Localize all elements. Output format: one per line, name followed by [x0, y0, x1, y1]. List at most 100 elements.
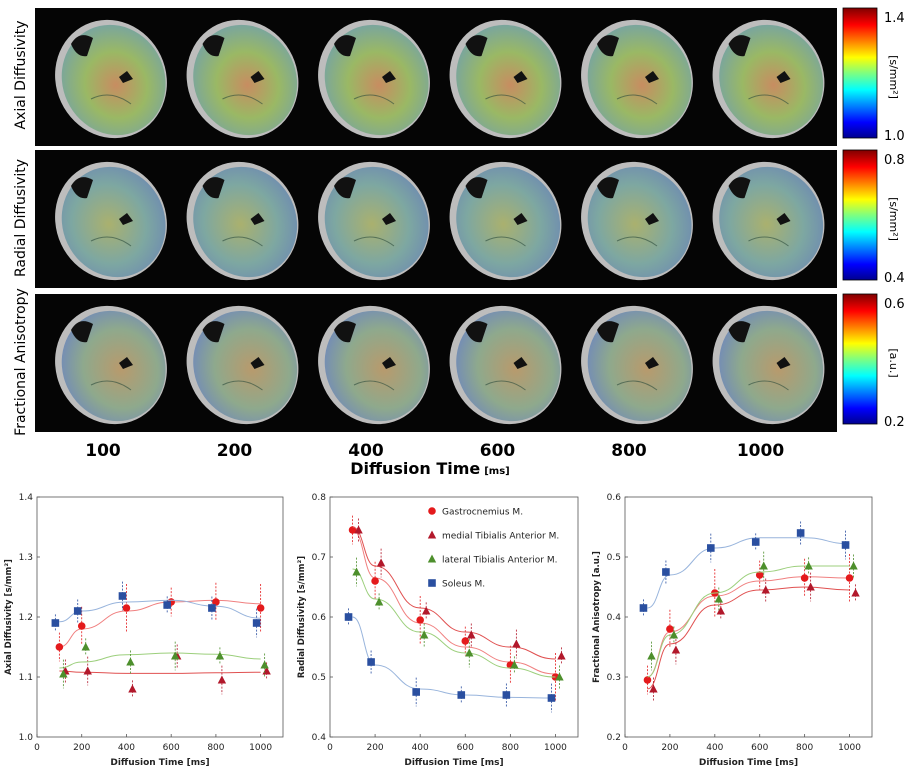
x-tick-label: 200: [661, 743, 678, 753]
x-tick-label: 600: [751, 743, 768, 753]
data-point: [647, 651, 656, 660]
y-tick-label: 1.1: [19, 673, 33, 683]
legend-marker: [428, 507, 436, 515]
legend: Gastrocnemius M. medial Tibialis Anterior…: [427, 507, 559, 590]
data-point: [73, 607, 82, 615]
data-point: [55, 643, 64, 651]
series-2: [647, 572, 860, 701]
legend-entry: medial Tibialis Anterior M.: [442, 532, 559, 542]
legend-entry: lateral Tibialis Anterior M.: [442, 556, 557, 566]
row-label-fa: Fractional Anisotropy: [13, 288, 29, 436]
data-point: [128, 684, 137, 693]
data-point: [376, 558, 386, 567]
leg-cross-section-fa-2: [186, 305, 299, 425]
row-label-axial: Axial Diffusivity: [13, 21, 29, 130]
fit-curve: [59, 670, 261, 674]
time-label: 1000: [737, 441, 784, 461]
data-point: [419, 630, 429, 639]
data-point: [804, 561, 813, 570]
y-tick-label: 0.5: [312, 673, 326, 683]
data-point: [212, 598, 220, 606]
y-tick-label: 1.0: [19, 733, 34, 743]
data-point: [662, 568, 670, 576]
data-point: [81, 642, 90, 651]
colorbar-unit-label: [a.u.]: [887, 348, 900, 377]
colorbar-radial: [842, 149, 878, 281]
data-point: [751, 538, 760, 546]
colorbar-unit-label: [s/mm²]: [887, 55, 900, 99]
y-tick-label: 1.3: [19, 553, 33, 563]
data-point: [412, 688, 420, 696]
data-point: [217, 675, 227, 684]
leg-cross-section-fa-1: [55, 305, 167, 425]
y-tick-label: 0.3: [607, 673, 621, 683]
y-tick-label: 0.8: [312, 493, 327, 503]
fit-curve: [647, 586, 850, 690]
data-point: [122, 604, 131, 612]
x-tick-label: 800: [207, 743, 224, 753]
data-point: [467, 630, 476, 639]
y-tick-label: 0.7: [312, 553, 326, 563]
y-tick-label: 0.2: [607, 733, 621, 743]
leg-cross-section-fa-6: [712, 305, 825, 425]
x-tick-label: 400: [706, 743, 723, 753]
data-point: [252, 619, 261, 627]
leg-cross-section-radial-2: [186, 161, 299, 281]
x-tick-label: 1000: [838, 743, 861, 753]
colorbar-group: 1.4 1.0 [s/mm²] 0.8 0.4 [s/mm²] 0.6 0.2 [a.u.]: [842, 7, 905, 430]
plot-area: [624, 496, 873, 738]
y-tick-label: 1.4: [19, 493, 34, 503]
y-tick-label: 0.4: [312, 733, 327, 743]
x-axis-label: Diffusion Time [ms]: [699, 758, 798, 768]
time-label: 800: [611, 441, 647, 461]
data-point: [465, 648, 474, 657]
x-tick-label: 0: [327, 743, 333, 753]
y-tick-label: 0.6: [607, 493, 622, 503]
data-point: [851, 588, 860, 597]
data-point: [639, 604, 648, 612]
series-3: [647, 551, 858, 678]
time-label-row: 100 200 400 600 800 1000: [85, 441, 784, 461]
data-point: [512, 639, 521, 648]
data-point: [59, 669, 68, 678]
data-point: [502, 691, 511, 699]
colorbar-min-label: 1.0: [884, 129, 905, 144]
y-axis-label: Fractional Anisotropy [a.u.]: [592, 551, 602, 683]
leg-cross-section-fa-3: [318, 305, 430, 425]
chart-panel-2: 0.4 0.5 0.6 0.7 0.8 0 200 400 600 800 1000 Diffusio…: [297, 493, 579, 768]
leg-cross-section-radial-1: [55, 161, 167, 281]
data-point: [344, 613, 353, 621]
fit-curve: [59, 599, 261, 648]
legend-marker: [427, 554, 437, 563]
leg-cross-section-radial-3: [318, 161, 430, 281]
colorbar-fa: [842, 293, 878, 425]
top-xlabel: Diffusion Time [ms]: [350, 459, 510, 478]
data-point: [260, 660, 269, 669]
y-tick-label: 1.2: [19, 613, 33, 623]
data-point: [126, 657, 135, 666]
leg-cross-section-axial-4: [449, 19, 562, 139]
series-4: [51, 581, 261, 638]
data-point: [669, 630, 679, 639]
data-point: [352, 567, 361, 576]
colorbar-min-label: 0.4: [884, 271, 905, 286]
leg-cross-section-axial-3: [318, 19, 430, 139]
legend-entry: Gastrocnemius M.: [442, 508, 523, 518]
time-label: 200: [217, 441, 253, 461]
x-tick-label: 600: [163, 743, 180, 753]
data-point: [354, 525, 363, 534]
top-xlabel-unit: [ms]: [484, 466, 510, 477]
data-point: [367, 658, 375, 666]
diffusion-map-grid: [35, 8, 837, 432]
leg-cross-section-axial-6: [712, 19, 825, 139]
row-label-radial: Radial Diffusivity: [13, 159, 29, 277]
chart-panels: 1.0 1.1 1.2 1.3 1.4 0 200 400 600 800 1000 Diffusio…: [4, 493, 873, 768]
data-point: [671, 645, 681, 654]
data-point: [77, 622, 86, 630]
time-label: 600: [480, 441, 516, 461]
colorbar-max-label: 1.4: [884, 11, 905, 26]
data-point: [215, 651, 225, 660]
x-tick-label: 0: [622, 743, 628, 753]
data-point: [759, 561, 768, 570]
data-point: [118, 592, 127, 600]
